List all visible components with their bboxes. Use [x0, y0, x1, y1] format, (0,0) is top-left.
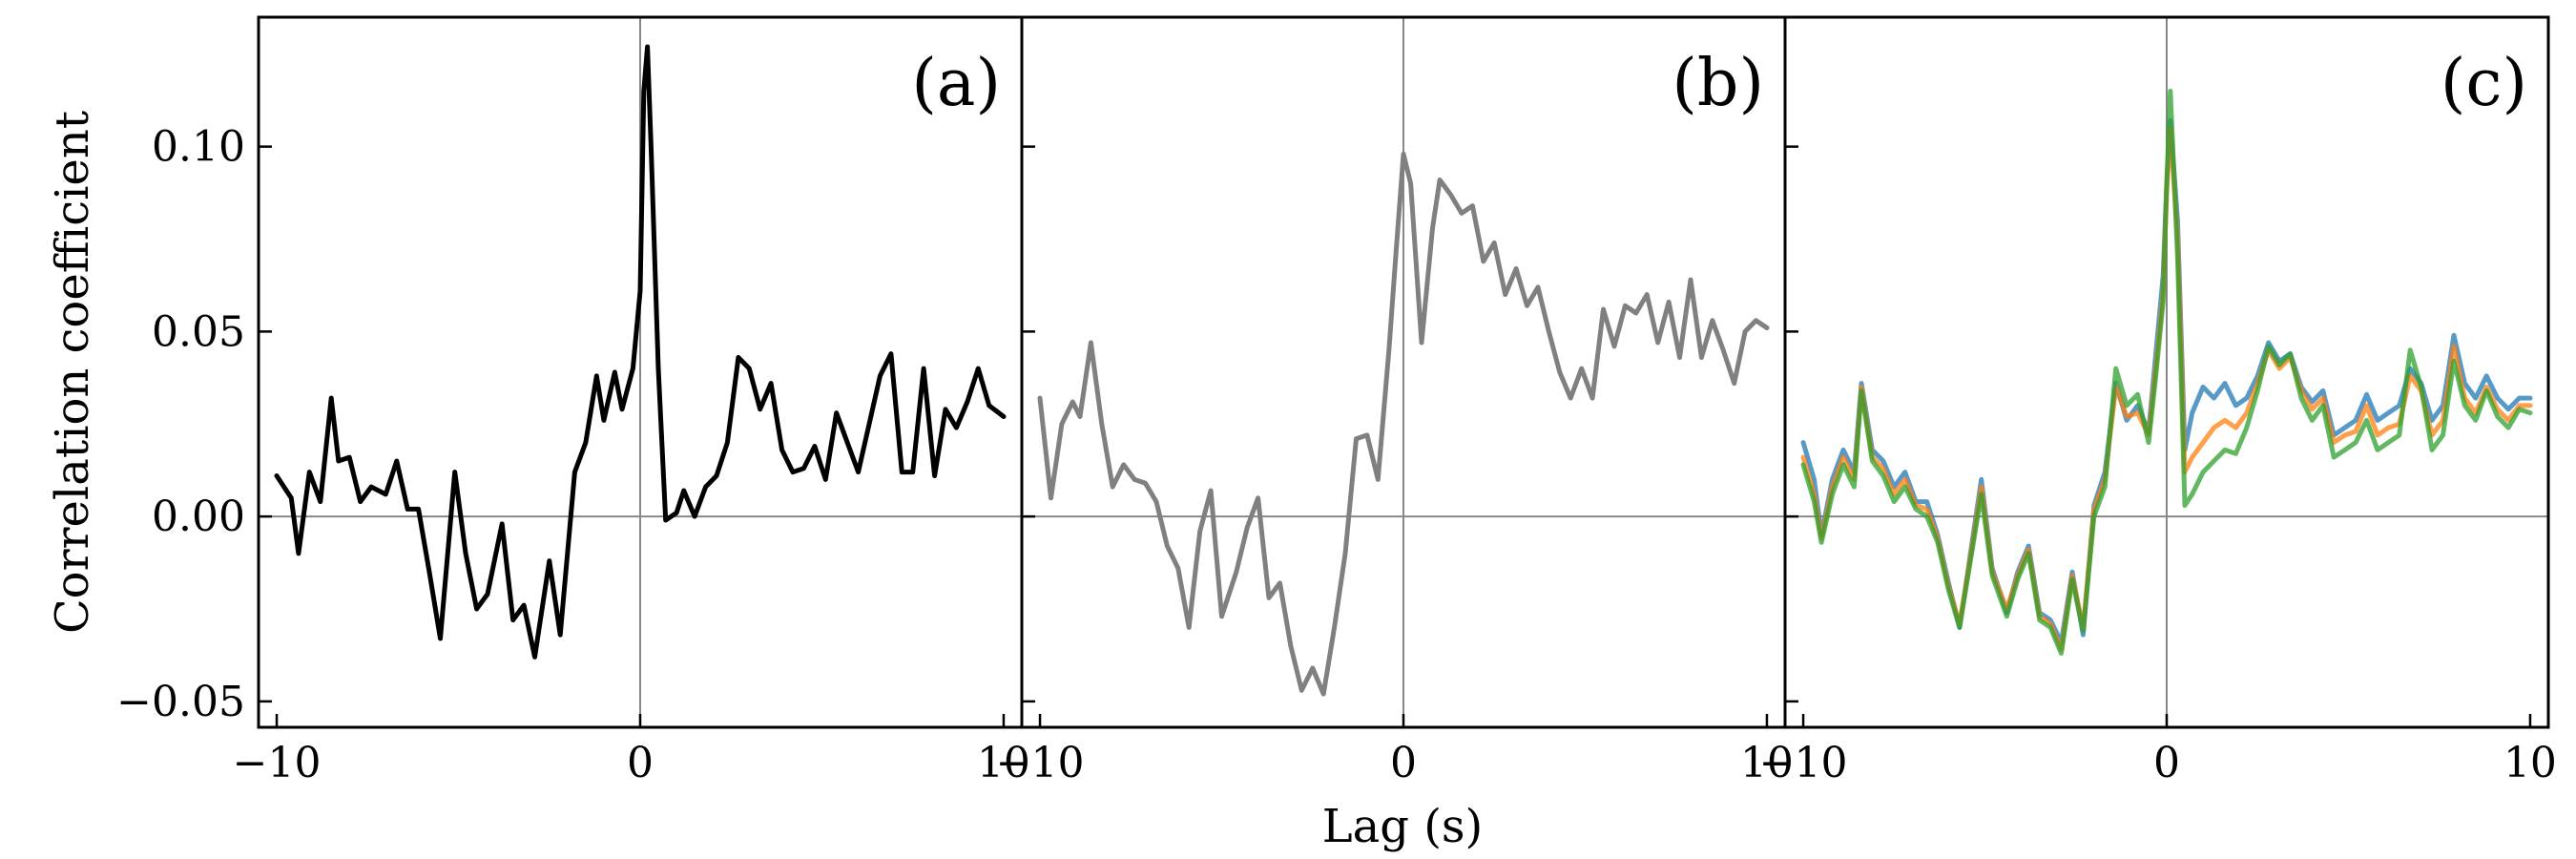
x-tick-label: −10 [996, 739, 1085, 787]
y-tick-label: 0.10 [152, 123, 245, 172]
panel-label: (b) [1672, 46, 1764, 121]
x-tick-label: −10 [233, 739, 322, 787]
panel-1: −10 0 10 −0.05 0.00 0.05 0.10 (a) [116, 15, 1030, 787]
panel-label: (c) [2441, 46, 2527, 121]
y-tick-label: −0.05 [116, 678, 245, 726]
series-line-1 [1037, 151, 1770, 697]
x-tick-label: −10 [1759, 739, 1848, 787]
x-tick-label: 10 [1740, 739, 1794, 787]
panel-2: −10 0 10 (b) [996, 15, 1794, 787]
panel-3: −10 0 10 (c) [1759, 15, 2557, 787]
series-line-1 [274, 44, 1007, 660]
x-tick-label: 10 [977, 739, 1030, 787]
x-tick-label: 10 [2503, 739, 2557, 787]
y-tick-label: 0.00 [152, 492, 245, 541]
y-axis-label: Correlation coefficient [46, 111, 99, 634]
x-tick-label: 0 [2153, 739, 2180, 787]
panels-layer: −10 0 10 −0.05 0.00 0.05 0.10 (a) −10 0 10 (b) −10 0 1… [116, 15, 2557, 787]
y-tick-label: 0.05 [152, 307, 245, 356]
series-line-3 [1800, 89, 2533, 656]
x-axis-label: Lag (s) [1322, 800, 1484, 853]
x-tick-label: 0 [627, 739, 654, 787]
x-tick-label: 0 [1390, 739, 1417, 787]
panel-label: (a) [911, 46, 1001, 121]
